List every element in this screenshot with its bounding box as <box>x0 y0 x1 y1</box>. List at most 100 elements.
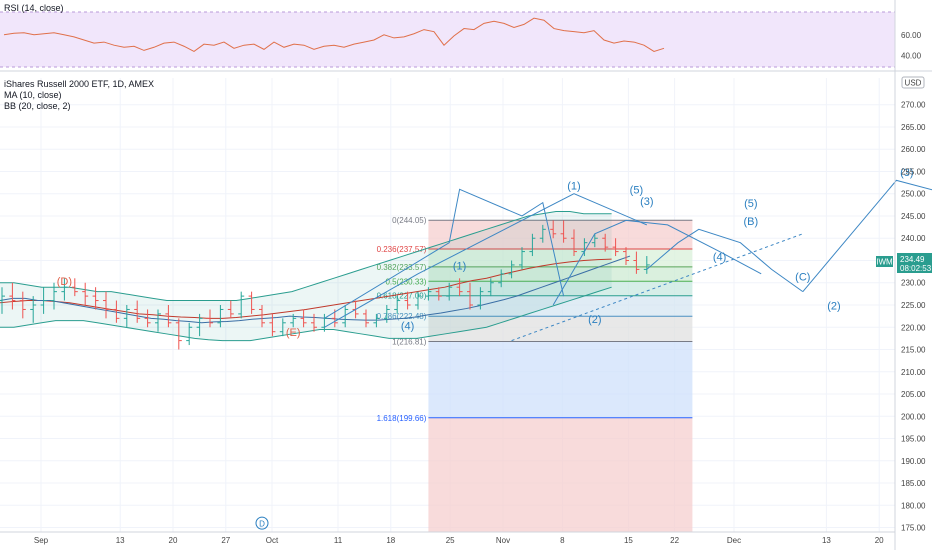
wave-line <box>646 228 804 293</box>
wave-label: (3) <box>900 167 913 179</box>
fib-zone-extension <box>428 417 693 532</box>
ohlc-bar <box>71 278 78 297</box>
ohlc-bar <box>560 220 567 243</box>
ohlc-bar <box>186 322 193 346</box>
fib-zone <box>428 281 693 296</box>
ohlc-bar <box>342 305 349 328</box>
time-tick-label: 18 <box>386 536 395 545</box>
ohlc-bar <box>238 291 245 319</box>
ohlc-bar <box>363 309 369 328</box>
fib-zone <box>428 266 693 282</box>
ohlc-bar <box>165 305 172 328</box>
rsi-tick-label: 60.00 <box>901 31 922 40</box>
price-tick-label: 255.00 <box>901 167 926 176</box>
ohlc-bar <box>217 305 224 328</box>
ohlc-bar <box>311 313 317 332</box>
bb-lower-line <box>0 286 612 342</box>
ohlc-bar <box>300 309 307 328</box>
chart-title: iShares Russell 2000 ETF, 1D, AMEX <box>4 79 154 89</box>
wave-label: (3) <box>640 196 653 208</box>
price-tick-label: 240.00 <box>901 234 926 243</box>
fib-level-label: 1.618(199.66) <box>377 414 427 423</box>
time-tick-label: 13 <box>822 536 831 545</box>
currency-badge <box>901 76 925 89</box>
wave-label: (1) <box>567 180 580 192</box>
ohlc-bar <box>415 291 421 310</box>
ohlc-bar <box>92 287 99 310</box>
ohlc-bar <box>113 300 120 323</box>
rsi-legend: RSI (14, close) <box>4 3 64 13</box>
wave-label: (1) <box>453 260 466 272</box>
wave-label: (D) <box>57 276 72 288</box>
wave-circle-marker <box>255 516 269 530</box>
ma-line <box>0 255 631 324</box>
time-tick-label: 20 <box>875 536 884 545</box>
time-tick-label: 11 <box>334 536 343 545</box>
ohlc-bar <box>633 251 640 274</box>
rsi-line <box>3 17 665 53</box>
ohlc-bar <box>508 260 515 279</box>
ohlc-bar <box>269 313 276 337</box>
ohlc-bar <box>404 291 411 310</box>
bb-basis-line <box>0 258 612 319</box>
fib-level-label: 0(244.05) <box>392 216 427 225</box>
last-price-value: 234.49 <box>900 255 925 264</box>
price-tick-label: 190.00 <box>901 457 926 466</box>
price-tick-label: 230.00 <box>901 279 926 288</box>
ohlc-bar <box>103 291 109 319</box>
ohlc-bar <box>290 313 297 328</box>
wave-label: (4) <box>401 320 414 332</box>
rsi-band <box>0 12 895 67</box>
ohlc-bar <box>175 318 182 350</box>
wave-trend-dashed <box>511 233 803 342</box>
fib-zone <box>428 295 693 317</box>
ohlc-bar <box>487 278 494 297</box>
ohlc-bar <box>207 309 213 328</box>
price-tick-label: 210.00 <box>901 368 926 377</box>
ohlc-bar <box>550 220 557 239</box>
wave-label: D <box>259 520 265 529</box>
ohlc-bar <box>196 313 203 337</box>
price-tick-label: 245.00 <box>901 212 926 221</box>
symbol-badge <box>876 256 893 267</box>
ohlc-bar <box>591 233 598 248</box>
ohlc-bar <box>123 305 130 328</box>
rsi-tick-label: 40.00 <box>901 52 922 61</box>
elliott-wave-labels: (D)(E)(1) (5)(3)(1)(4)(2)(5)(B)(4)(C)(2)(… <box>57 167 914 530</box>
rsi-pane[interactable]: RSI (14, close) 60.00 40.00 <box>0 3 922 68</box>
fibonacci-retracement: 0(244.05) 0.236(237.57) 0.382(233.57) 0.5(2… <box>377 216 693 532</box>
ohlc-bar <box>279 318 286 337</box>
ohlc-bar <box>446 282 453 301</box>
price-countdown: 08:02:53 <box>900 264 932 273</box>
price-tick-label: 200.00 <box>901 412 926 421</box>
time-tick-label: 13 <box>116 536 125 545</box>
price-tick-label: 185.00 <box>901 479 926 488</box>
wave-label: (2) <box>827 300 840 312</box>
time-axis[interactable]: Sep 13 20 27 Oct 11 18 25 Nov 8 15 22 Dec 13 20 <box>34 536 884 545</box>
wave-label: (5) <box>744 198 757 210</box>
time-tick-label: 8 <box>560 536 565 545</box>
price-tick-label: 215.00 <box>901 346 926 355</box>
wave-line <box>324 188 565 319</box>
wave-label: (B) <box>743 216 758 228</box>
ohlc-bar <box>9 282 16 310</box>
ohlc-bar <box>248 291 255 314</box>
currency-badge-label: USD <box>905 79 922 88</box>
ohlc-bar <box>456 278 463 297</box>
ohlc-bar <box>435 287 442 301</box>
ohlc-bar <box>498 269 505 288</box>
price-tick-label: 270.00 <box>901 101 926 110</box>
time-tick-label: Oct <box>266 536 279 545</box>
time-tick-label: 20 <box>169 536 178 545</box>
fib-level-label: 0.618(227.09) <box>377 292 427 301</box>
ohlc-bar <box>383 305 390 323</box>
ohlc-bar <box>0 287 5 314</box>
ohlc-bar <box>259 305 265 328</box>
fib-zone <box>428 220 693 250</box>
price-tick-label: 260.00 <box>901 145 926 154</box>
wave-label: (4) <box>713 251 726 263</box>
legend-ma: MA (10, close) <box>4 90 62 100</box>
bb-fill <box>0 211 612 341</box>
ohlc-bar <box>40 287 47 314</box>
